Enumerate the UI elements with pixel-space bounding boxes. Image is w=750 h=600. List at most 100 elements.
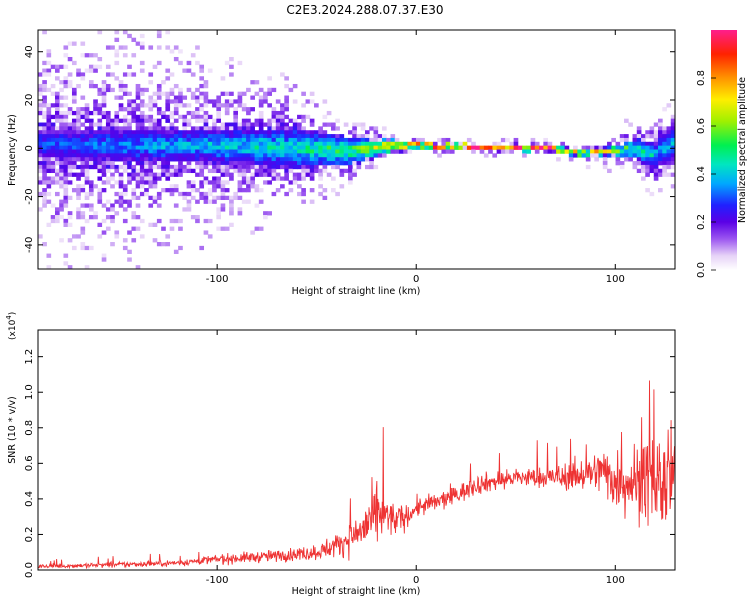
spectrogram-cell: [135, 137, 141, 143]
spectrogram-cell: [139, 45, 145, 50]
spectrogram-cell: [360, 141, 366, 147]
spectrogram-cell: [271, 130, 277, 135]
spectrogram-cell: [161, 137, 166, 143]
spectrogram-cell: [258, 95, 264, 100]
spectrogram-cell: [178, 141, 183, 147]
spectrogram-frame: [37, 29, 676, 270]
spectrogram-cell: [59, 207, 64, 212]
spectrogram-cell: [80, 134, 86, 139]
spectrogram-cell: [110, 153, 115, 158]
spectrogram-cell: [628, 157, 633, 162]
spectrogram-cell: [178, 114, 183, 120]
spectrogram-cell: [377, 153, 383, 158]
spectrogram-cell: [38, 207, 43, 212]
spectrogram-cell: [590, 153, 595, 158]
spectrogram-cell: [122, 218, 128, 224]
spectrogram-cell: [297, 176, 302, 181]
spectrogram-cell: [156, 95, 162, 100]
spectrogram-cell: [666, 137, 672, 143]
spectrogram-cell: [505, 137, 510, 143]
spectrogram-cell: [165, 137, 171, 143]
spectrogram-cell: [186, 161, 192, 166]
spectrogram-cell: [653, 134, 659, 139]
spectrogram-cell: [318, 153, 323, 158]
spectrogram-cell: [105, 137, 111, 143]
spectrogram-cell: [203, 157, 209, 162]
spectrogram-cell: [364, 164, 370, 170]
spectrogram-cell: [38, 87, 43, 93]
spectrogram-cell: [131, 72, 137, 77]
spectrogram-cell: [271, 153, 277, 158]
spectrogram-cell: [131, 238, 137, 243]
spectrogram-cell: [224, 130, 230, 135]
spectrogram-cell: [662, 153, 667, 158]
spectrogram-cell: [658, 168, 663, 174]
spectrogram-cell: [165, 172, 171, 177]
spectrogram-cell: [619, 134, 625, 139]
spectrogram-cell: [326, 153, 332, 158]
spectrogram-cell: [54, 110, 60, 116]
spectrogram-cell: [148, 134, 154, 139]
spectrogram-cell: [71, 245, 77, 251]
spectrogram-cell: [246, 122, 251, 127]
spectrogram-cell: [318, 141, 323, 147]
spectrogram-cell: [93, 157, 98, 162]
spectrogram-cell: [271, 141, 277, 147]
spectrogram-cell: [653, 161, 659, 166]
spectrogram-cell: [139, 41, 145, 46]
spectrogram-cell: [369, 157, 374, 162]
spectrogram-cell: [224, 153, 230, 158]
spectrogram-cell: [207, 134, 213, 139]
spectrogram-cell: [186, 180, 192, 185]
spectrogram-cell: [212, 99, 217, 104]
spectrogram-cell: [670, 184, 676, 189]
spectrogram-cell: [84, 126, 90, 131]
spectrogram-cell: [581, 153, 587, 158]
spectrogram-cell: [105, 226, 111, 231]
spectrogram-cell: [636, 134, 642, 139]
spectrogram-cell: [152, 145, 158, 150]
spectrogram-cell: [318, 161, 323, 166]
spectrogram-cell: [105, 130, 111, 135]
spectrogram-cell: [369, 137, 374, 143]
spectrogram-cell: [229, 195, 234, 201]
spectrogram-cell: [263, 141, 268, 147]
spectrogram-cell: [615, 153, 621, 158]
spectrogram-cell: [288, 188, 294, 193]
spectrogram-cell: [59, 134, 64, 139]
spectrogram-cell: [229, 72, 234, 77]
spectrogram-cell: [250, 180, 255, 185]
spectrogram-cell: [326, 172, 332, 177]
spectrogram-cell: [615, 141, 621, 147]
spectrogram-cell: [229, 56, 234, 62]
spectrogram-cell: [275, 153, 281, 158]
snr-x-ticks: -100 0 100: [206, 330, 625, 586]
spectrogram-cell: [190, 110, 196, 116]
spectrogram-cell: [666, 172, 672, 177]
spectrogram-cell: [50, 215, 56, 220]
spectrogram-cell: [46, 107, 52, 112]
spectrogram-cell: [122, 114, 128, 120]
spectrogram-cell: [76, 188, 81, 193]
spectrogram-cell: [161, 226, 166, 231]
spectrogram-cell: [190, 134, 196, 139]
spectrogram-cell: [649, 134, 655, 139]
snr-y-tick-label: 1.0: [24, 384, 35, 400]
spectrogram-cell: [280, 134, 285, 139]
spectrogram-cell: [666, 126, 672, 131]
spectrogram-cell: [250, 107, 255, 112]
spectrogram-cell: [220, 226, 226, 231]
spectrogram-cell: [229, 134, 234, 139]
spectrogram-cell: [101, 230, 107, 235]
spectrogram-cell: [71, 126, 77, 131]
spectrogram-cell: [237, 164, 243, 170]
spectrogram-cell: [135, 95, 141, 100]
spectrogram-cell: [301, 91, 306, 96]
spectrogram-cell: [42, 199, 47, 204]
spectrogram-cell: [263, 157, 268, 162]
spectrogram-cell: [101, 126, 107, 131]
spectrogram-cell: [534, 141, 540, 147]
spectrogram-cell: [314, 134, 319, 139]
spectrogram-cell: [114, 141, 120, 147]
spectrogram-cell: [246, 180, 251, 185]
